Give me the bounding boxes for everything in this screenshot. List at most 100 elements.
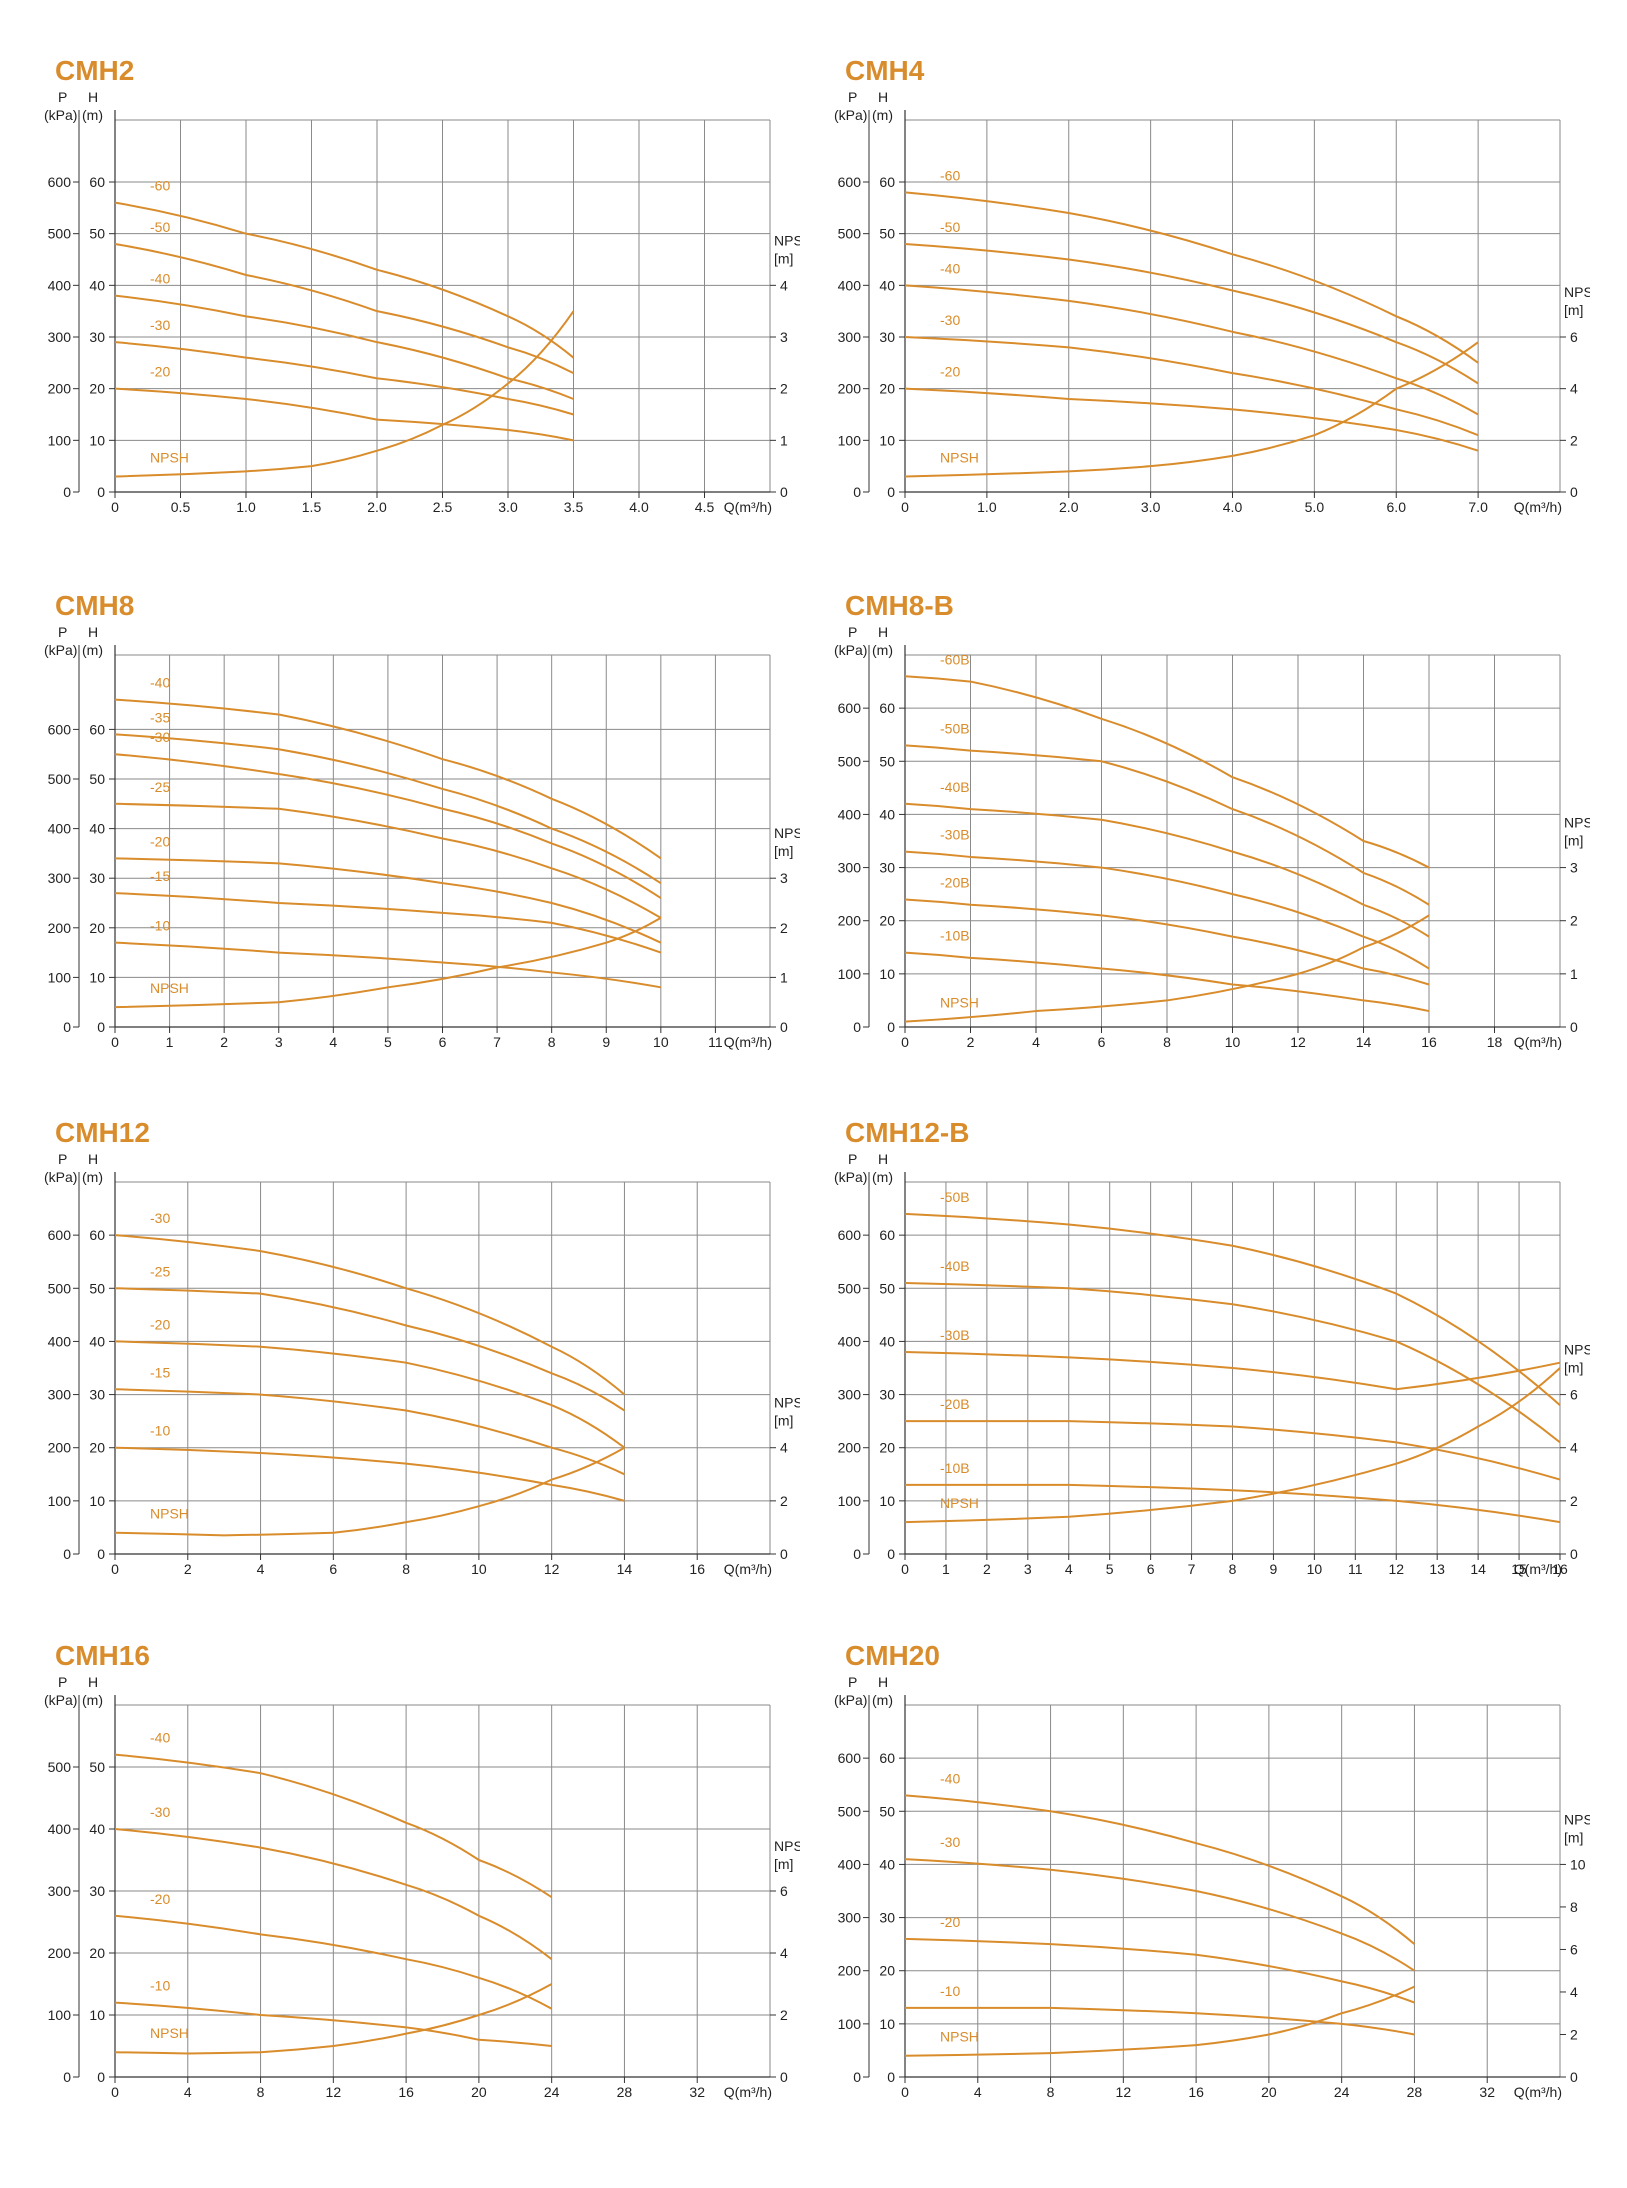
p-tick-label: 100 (48, 969, 72, 985)
p-unit-label: (kPa) (44, 642, 77, 658)
p-unit-label: (kPa) (44, 107, 77, 123)
x-tick-label: 6 (1147, 1561, 1155, 1577)
x-tick-label: 7 (1188, 1561, 1196, 1577)
x-tick-label: 2.0 (1059, 499, 1079, 515)
p-tick-label: 400 (48, 277, 72, 293)
x-tick-label: 1.0 (977, 499, 997, 515)
npsh-tick-label: 2 (780, 2007, 788, 2023)
curve-label: -30B (940, 827, 970, 843)
curve-label: -50 (940, 219, 960, 235)
h-axis-label: H (88, 624, 98, 640)
curve-label: -10 (150, 918, 170, 934)
p-unit-label: (kPa) (834, 1169, 867, 1185)
chart-title: CMH20 (845, 1640, 940, 1671)
p-tick-label: 100 (48, 2007, 72, 2023)
x-tick-label: 9 (1270, 1561, 1278, 1577)
npsh-tick-label: 0 (1570, 1546, 1578, 1562)
h-tick-label: 60 (89, 1227, 105, 1243)
p-axis-label: P (58, 1151, 67, 1167)
q-m3h-label: Q(m³/h) (724, 1561, 772, 1577)
x-tick-label: 9 (602, 1034, 610, 1050)
h-tick-label: 20 (879, 913, 895, 929)
x-tick-label: 12 (1388, 1561, 1404, 1577)
h-tick-label: 30 (879, 1910, 895, 1926)
curve-label: -20 (150, 833, 170, 849)
x-tick-label: 11 (1348, 1561, 1363, 1577)
npsh-axis-label: NPSH (1564, 815, 1590, 831)
h-tick-label: 30 (879, 860, 895, 876)
p-tick-label: 500 (838, 1803, 862, 1819)
x-tick-label: 0.5 (171, 499, 191, 515)
pump-curve (114, 698, 662, 860)
npsh-tick-label: 0 (780, 484, 788, 500)
x-tick-label: 28 (617, 2084, 633, 2100)
p-tick-label: 600 (838, 1227, 862, 1243)
h-axis-label: H (878, 1151, 888, 1167)
x-tick-label: 0 (901, 1561, 909, 1577)
pump-curve (904, 951, 1430, 1013)
x-tick-label: 1 (166, 1034, 174, 1050)
pump-curve (114, 243, 574, 375)
pump-curve (904, 898, 1430, 986)
x-tick-label: 0 (111, 499, 119, 515)
x-tick-label: 1.5 (302, 499, 322, 515)
npsh-unit-label: [m] (774, 843, 793, 859)
x-tick-label: 24 (1334, 2084, 1350, 2100)
pump-curve (904, 1937, 1415, 2004)
x-tick-label: 3 (1024, 1561, 1032, 1577)
chart-cmh4: CMH4 P H (kPa) (m) 0 1.0 2.0 3.0 4.0 5.0 6.0 7.0 0 10 2… (834, 55, 1590, 515)
npsh-tick-label: 2 (780, 1493, 788, 1509)
npsh-curve-label: NPSH (150, 450, 189, 466)
npsh-tick-label: 2 (1570, 432, 1578, 448)
p-unit-label: (kPa) (834, 642, 867, 658)
x-tick-label: 3 (275, 1034, 283, 1050)
curve-label: -25 (150, 779, 170, 795)
curve-label: -40B (940, 1258, 970, 1274)
pump-curve (904, 1281, 1561, 1444)
pump-curve (904, 802, 1430, 938)
pump-curve (114, 892, 662, 954)
npsh-tick-label: 4 (780, 277, 788, 293)
pump-curve (905, 1483, 1561, 1524)
npsh-tick-label: 4 (780, 1440, 788, 1456)
q-m3h-label: Q(m³/h) (1514, 499, 1562, 515)
h-axis-label: H (878, 624, 888, 640)
npsh-curve (114, 310, 575, 478)
x-tick-label: 6 (329, 1561, 337, 1577)
h-axis-label: H (88, 89, 98, 105)
npsh-unit-label: [m] (1564, 1360, 1583, 1376)
h-tick-label: 20 (879, 1963, 895, 1979)
x-tick-label: 6.0 (1387, 499, 1407, 515)
npsh-curve (904, 341, 1479, 478)
npsh-curve (904, 914, 1430, 1023)
x-tick-label: 8 (402, 1561, 410, 1577)
p-tick-label: 0 (63, 484, 71, 500)
npsh-curve-label: NPSH (940, 2029, 979, 2045)
x-tick-label: 2.0 (367, 499, 387, 515)
npsh-axis-label: NPSH (1564, 284, 1590, 300)
h-tick-label: 40 (89, 821, 105, 837)
p-tick-label: 500 (48, 1280, 72, 1296)
h-tick-label: 30 (89, 329, 105, 345)
npsh-tick-label: 1 (1570, 966, 1578, 982)
p-axis-label: P (848, 1674, 857, 1690)
x-tick-label: 7.0 (1468, 499, 1488, 515)
curve-label: -30 (150, 729, 170, 745)
pump-curve (114, 201, 575, 359)
x-tick-label: 3.0 (498, 499, 518, 515)
p-tick-label: 500 (838, 753, 862, 769)
h-tick-label: 10 (89, 1493, 105, 1509)
h-tick-label: 30 (879, 1387, 895, 1403)
h-unit-label: (m) (872, 107, 893, 123)
npsh-tick-label: 2 (1570, 2026, 1578, 2042)
curve-label: -60B (940, 651, 970, 667)
x-tick-label: 10 (653, 1034, 669, 1050)
p-tick-label: 0 (63, 2069, 71, 2085)
h-tick-label: 0 (887, 2069, 895, 2085)
pump-curve (114, 1287, 625, 1412)
pump-curve (904, 1858, 1415, 1972)
npsh-tick-label: 6 (1570, 329, 1578, 345)
chart-title: CMH8-B (845, 590, 954, 621)
curve-label: -50 (150, 219, 170, 235)
npsh-tick-label: 1 (780, 969, 788, 985)
